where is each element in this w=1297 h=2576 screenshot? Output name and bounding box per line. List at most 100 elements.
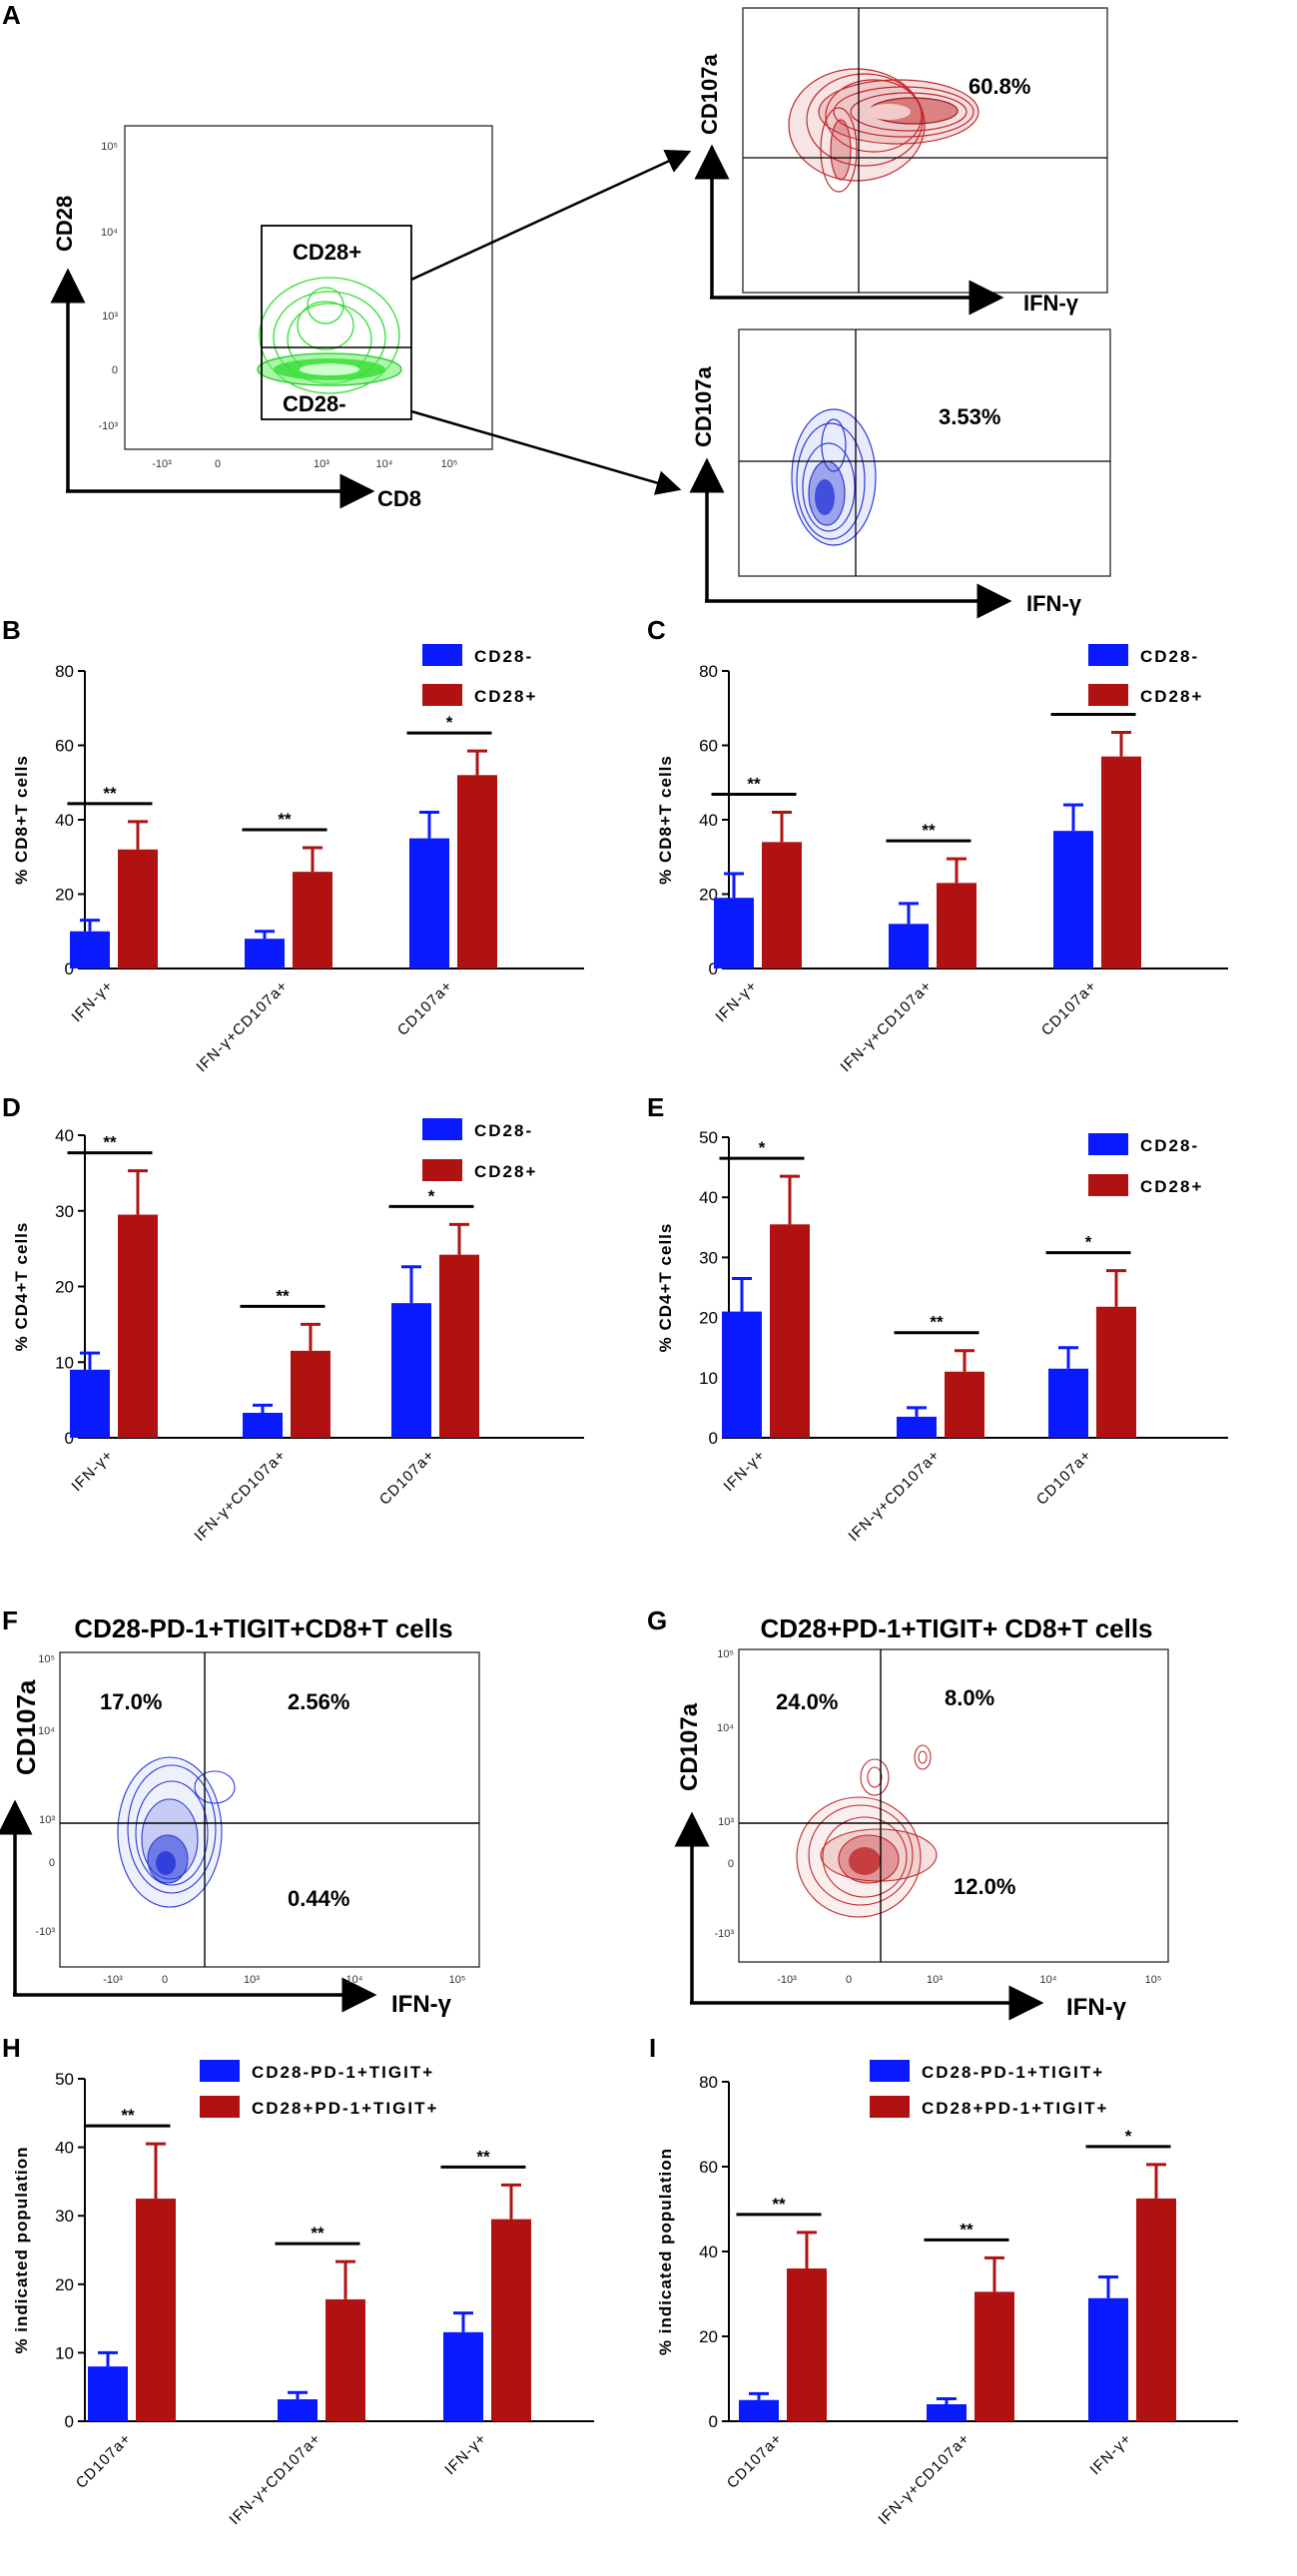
bar-series1 xyxy=(1088,2297,1128,2421)
y-tick-label: -10³ xyxy=(35,1926,55,1938)
significance-label: * xyxy=(1085,1233,1092,1252)
legend-swatch xyxy=(200,2096,240,2118)
legend-label: CD28+PD-1+TIGIT+ xyxy=(922,2099,1108,2118)
bar-series1 xyxy=(714,898,754,968)
y-tick-label: -10³ xyxy=(714,1928,734,1940)
y-tick-label: 10⁵ xyxy=(717,1648,734,1660)
flow-bottom-pct: 3.53% xyxy=(939,404,1000,429)
y-tick-label: -10³ xyxy=(98,420,118,432)
panel-label-i: I xyxy=(649,2033,656,2063)
category-label: CD107a+ xyxy=(1033,1447,1095,1509)
y-tick-label: 20 xyxy=(699,1309,718,1328)
y-tick-label: 40 xyxy=(699,811,718,830)
bar-chart-h: H 0 10 20 30 40 50 % indicated population ** CD10… xyxy=(2,2033,594,2528)
flow-bottom-x-label: IFN-γ xyxy=(1026,591,1082,616)
x-tick-label: 10⁵ xyxy=(441,458,458,470)
y-tick-label: 10³ xyxy=(718,1816,734,1828)
y-axis-label: % CD4+T cells xyxy=(12,1222,31,1352)
panel-g-title: CD28+PD-1+TIGIT+ CD8+T cells xyxy=(760,1613,1152,1643)
panel-f-q-ur: 2.56% xyxy=(288,1689,349,1714)
flow-top-pct: 60.8% xyxy=(969,74,1030,99)
bar-chart-b: B 0 20 40 60 80 % CD8+T cells ** IFN-γ+ ** IFN-γ+C… xyxy=(2,615,584,1075)
bar-series2 xyxy=(457,775,497,968)
category-label: IFN-γ+ xyxy=(68,977,116,1025)
category-label: IFN-γ+CD107a+ xyxy=(193,977,291,1075)
category-label: CD107a+ xyxy=(376,1447,438,1509)
x-tick-label: -10³ xyxy=(777,1974,797,1986)
bar-series1 xyxy=(443,2331,483,2421)
y-tick-label: 10³ xyxy=(39,1814,55,1826)
category-label: IFN-γ+ xyxy=(1086,2430,1134,2478)
y-tick-label: 30 xyxy=(699,1248,718,1267)
bar-series1 xyxy=(889,924,929,968)
legend-swatch xyxy=(870,2060,910,2082)
legend-swatch xyxy=(422,644,462,666)
bar-series2 xyxy=(491,2219,531,2421)
bar-series1 xyxy=(391,1303,431,1438)
y-tick-label: 10⁴ xyxy=(101,227,118,239)
panel-label-h: H xyxy=(2,2033,21,2063)
flow-top-x-label: IFN-γ xyxy=(1023,291,1079,316)
legend-label: CD28+PD-1+TIGIT+ xyxy=(252,2099,438,2118)
y-axis-label: % indicated population xyxy=(12,2146,31,2353)
bar-series2 xyxy=(118,1214,158,1438)
y-tick-label: 0 xyxy=(49,1857,55,1869)
x-tick-label: 10⁵ xyxy=(449,1974,466,1986)
y-tick-label: 0 xyxy=(65,1429,74,1448)
bar-series1 xyxy=(278,2399,318,2421)
gate-x-label: CD8 xyxy=(377,486,421,511)
y-tick-label: 30 xyxy=(55,1202,74,1221)
x-tick-label: 10⁴ xyxy=(346,1974,363,1986)
legend-label: CD28- xyxy=(474,647,533,666)
y-tick-label: 0 xyxy=(65,2412,74,2431)
legend-swatch xyxy=(422,1118,462,1140)
x-tick-label: 0 xyxy=(846,1974,852,1986)
bar-series2 xyxy=(136,2199,176,2421)
bar-series1 xyxy=(927,2404,967,2421)
legend-swatch xyxy=(1088,1174,1128,1196)
category-label: CD107a+ xyxy=(724,2430,786,2492)
bar-series2 xyxy=(439,1254,479,1438)
bar-series2 xyxy=(118,849,158,968)
panel-label-g: G xyxy=(647,1606,667,1635)
y-tick-label: 20 xyxy=(55,2275,74,2294)
y-tick-label: 20 xyxy=(699,2327,718,2346)
y-tick-label: 80 xyxy=(699,2073,718,2092)
significance-label: ** xyxy=(276,1286,290,1305)
bar-series2 xyxy=(325,2298,365,2421)
y-tick-label: 10⁵ xyxy=(101,141,118,153)
significance-label: * xyxy=(428,1186,435,1205)
y-tick-label: 10³ xyxy=(102,311,118,322)
gate-pos-label: CD28+ xyxy=(293,240,361,265)
flow-bottom-contours xyxy=(791,408,877,546)
significance-label: ** xyxy=(103,1133,117,1152)
panel-f-q-lr: 0.44% xyxy=(288,1886,349,1911)
bar-chart-i: I 0 20 40 60 80 % indicated population ** CD107a… xyxy=(649,2033,1238,2528)
legend-swatch xyxy=(422,684,462,706)
bar-series2 xyxy=(937,883,976,968)
panel-f: F CD28-PD-1+TIGIT+CD8+T cells 17.0% 2.56… xyxy=(0,1606,480,2018)
y-tick-label: 10⁵ xyxy=(38,1653,55,1665)
y-tick-label: 40 xyxy=(55,1126,74,1145)
category-label: CD107a+ xyxy=(73,2430,135,2492)
gate-box xyxy=(261,225,412,420)
bar-series1 xyxy=(722,1311,762,1438)
bar-chart-c: C 0 20 40 60 80 % CD8+T cells ** IFN-γ+ ** IFN-γ+C… xyxy=(647,615,1228,1075)
legend-label: CD28+ xyxy=(474,687,537,706)
panel-g-contours xyxy=(796,1744,938,1918)
flow-top-y-label: CD107a xyxy=(697,54,722,135)
y-tick-label: 10 xyxy=(55,2343,74,2362)
legend-swatch xyxy=(870,2096,910,2118)
legend-swatch xyxy=(1088,684,1128,706)
y-tick-label: 50 xyxy=(55,2070,74,2089)
significance-label: ** xyxy=(311,2224,324,2243)
y-axis-label: % CD4+T cells xyxy=(656,1223,675,1353)
bar-series1 xyxy=(70,931,110,968)
panel-g-q-lr: 12.0% xyxy=(954,1874,1015,1899)
y-tick-label: 10⁴ xyxy=(717,1722,734,1734)
y-tick-label: 0 xyxy=(709,960,718,978)
panel-g-x-label: IFN-γ xyxy=(1066,1994,1127,2021)
panel-label-a: A xyxy=(2,0,21,30)
y-tick-label: 30 xyxy=(55,2207,74,2226)
